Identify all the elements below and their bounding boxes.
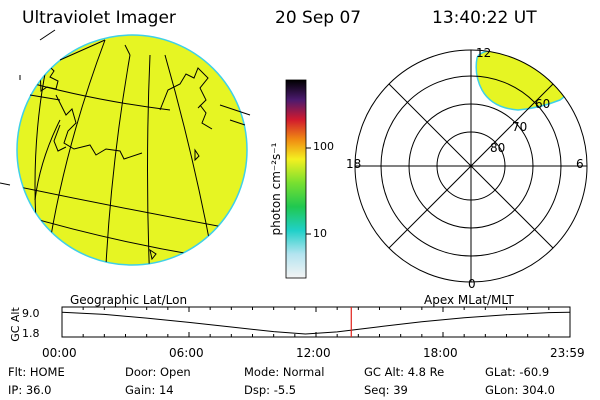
polar-axis: [388, 83, 554, 249]
mlt-label-0: 0: [468, 277, 476, 291]
instrument-title: Ultraviolet Imager: [22, 8, 176, 28]
mlat-label-60: 60: [535, 97, 551, 111]
mlt-label-12: 12: [476, 46, 492, 60]
meridian-line: [147, 54, 151, 265]
status-seq: Seq: 39: [364, 383, 408, 397]
coastline: [149, 248, 157, 261]
mlat-label-80: 80: [490, 141, 506, 155]
coastline: [199, 104, 213, 130]
timeline-xtick: 06:00: [169, 346, 204, 360]
coastline: [159, 67, 209, 111]
status-gain: Gain: 14: [125, 383, 174, 397]
coastline: [55, 94, 143, 160]
status-gc-alt: GC Alt: 4.8 Re: [364, 365, 445, 379]
colorbar-tick-label: 100: [313, 140, 334, 153]
alt-series-line: [61, 311, 570, 335]
parallel-line: [34, 119, 61, 201]
status-dsp: Dsp: -5.5: [244, 383, 297, 397]
coastline: [194, 148, 200, 162]
timeline-right-title: Apex MLat/MLT: [424, 293, 514, 307]
globe-disc: [16, 34, 248, 266]
time-label: 13:40:22 UT: [432, 8, 537, 28]
status-flight: Flt: HOME: [8, 365, 65, 379]
status-mode: Mode: Normal: [244, 365, 325, 379]
status-glat: GLat: -60.9: [485, 365, 550, 379]
mlt-label-6: 6: [576, 157, 584, 171]
date-label: 20 Sep 07: [275, 8, 362, 28]
mlt-label-18: 18: [346, 157, 362, 171]
colorbar-gradient: [285, 79, 307, 279]
mlat-label-70: 70: [512, 120, 528, 134]
status-glon: GLon: 304.0: [485, 383, 555, 397]
timeline-xtick: 18:00: [423, 346, 458, 360]
timeline-xtick: 12:00: [296, 346, 331, 360]
timeline-xtick: 23:59: [550, 346, 585, 360]
timeline-left-title: Geographic Lat/Lon: [70, 293, 188, 307]
status-door: Door: Open: [125, 365, 191, 379]
colorbar-tick-label: 10: [313, 227, 327, 240]
timeline-xtick: 00:00: [42, 346, 77, 360]
timeline-ytick: 1.8: [22, 327, 40, 340]
meridian-line: [104, 54, 131, 265]
status-ip: IP: 36.0: [8, 383, 52, 397]
coastline: [53, 124, 67, 152]
timeline-ytick: 9.0: [22, 307, 40, 320]
